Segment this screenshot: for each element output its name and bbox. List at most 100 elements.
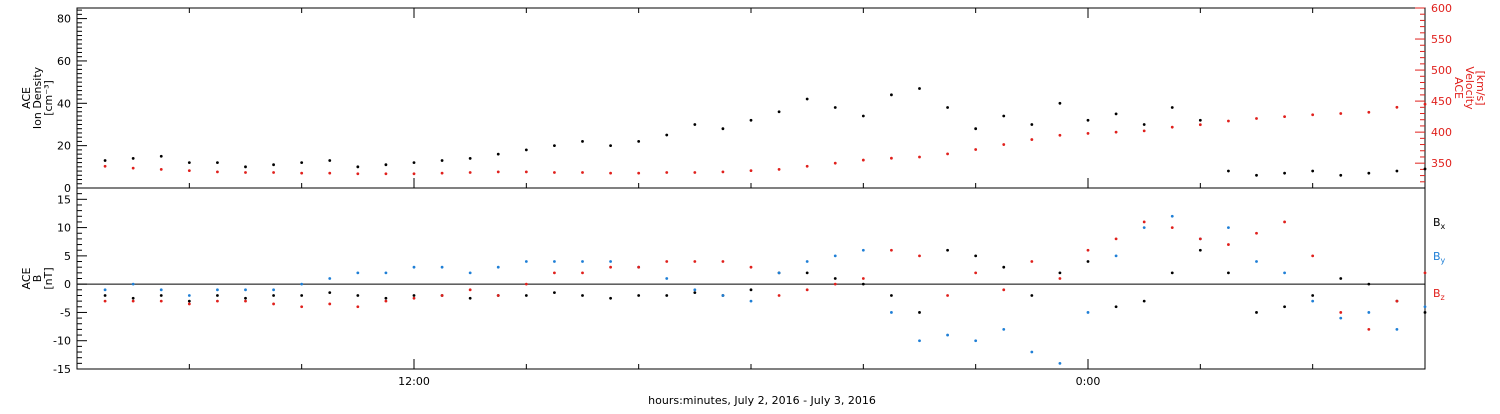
top-series-0-point: [384, 163, 388, 167]
bottom-series-x-point: [1058, 271, 1062, 275]
bottom-series-x-point: [749, 288, 753, 292]
bottom-series-y-point: [159, 288, 163, 292]
bottom-series-z-point: [440, 294, 444, 297]
bottom-series-x-point: [187, 299, 191, 303]
top-left-tick-label: 0: [64, 182, 71, 195]
top-series-1-point: [524, 170, 528, 174]
bottom-series-y-point: [777, 271, 781, 275]
top-series-0-point: [356, 165, 360, 169]
bottom-series-z-point: [1086, 248, 1090, 252]
top-series-1-point: [890, 156, 893, 160]
top-series-0-point: [581, 140, 584, 143]
top-series-1-point: [1311, 113, 1315, 117]
top-series-1-point: [1142, 129, 1146, 133]
top-right-tick-label: 450: [1431, 95, 1452, 108]
bottom-series-y-point: [1395, 328, 1399, 331]
bottom-series-y-point: [861, 248, 865, 252]
bottom-series-z-point: [918, 254, 921, 258]
top-series-1-point: [861, 158, 865, 162]
bottom-series-y-point: [749, 299, 753, 303]
bottom-series-x-point: [1255, 311, 1258, 314]
top-series-0-point: [721, 127, 725, 131]
top-series-1-point: [412, 172, 416, 176]
top-series-0-point: [440, 159, 444, 162]
bottom-series-y-point: [1283, 271, 1286, 275]
x-axis-title: hours:minutes, July 2, 2016 - July 3, 20…: [648, 394, 876, 407]
bottom-series-x-point: [300, 294, 304, 297]
top-series-0-point: [749, 118, 753, 122]
top-series-0-point: [1142, 123, 1146, 126]
top-series-0-point: [890, 93, 893, 97]
bottom-series-z-point: [1142, 220, 1146, 224]
bottom-series-y-point: [1311, 299, 1315, 303]
bottom-series-z-point: [665, 260, 669, 263]
bottom-series-z-point: [1170, 226, 1174, 229]
top-series-0-point: [1283, 171, 1286, 175]
top-series-0-point: [159, 154, 163, 158]
top-right-tick-label: 600: [1431, 2, 1452, 15]
bottom-series-x-point: [861, 282, 865, 286]
top-series-1-point: [356, 172, 360, 176]
top-series-1-point: [300, 171, 304, 175]
bottom-series-y-point: [412, 265, 416, 269]
bottom-series-x-point: [1423, 311, 1427, 314]
bottom-series-x-point: [1367, 282, 1371, 286]
bottom-series-z-point: [553, 271, 556, 275]
bottom-series-y-point: [524, 260, 528, 263]
bottom-series-y-point: [384, 271, 388, 275]
top-series-0-point: [805, 97, 809, 101]
bottom-series-x-point: [524, 294, 528, 297]
bottom-series-x-point: [1311, 294, 1315, 297]
bottom-series-z-point: [805, 288, 809, 292]
top-series-0-point: [244, 165, 247, 169]
legend-entry-x: Bx: [1433, 216, 1446, 231]
top-series-1-point: [749, 169, 753, 173]
bottom-series-y-point: [1170, 214, 1174, 218]
top-series-1-point: [833, 161, 837, 165]
bottom-series-y-point: [300, 282, 304, 286]
top-series-0-point: [553, 144, 556, 148]
top-left-tick-label: 60: [57, 55, 71, 68]
x-tick-label: 0:00: [1076, 375, 1101, 388]
top-series-0-point: [609, 144, 612, 148]
bottom-series-y-point: [1423, 305, 1427, 309]
bottom-series-z-point: [384, 299, 388, 303]
bottom-series-x-point: [805, 271, 809, 275]
bottom-series-x-point: [918, 311, 921, 314]
top-series-1-point: [440, 171, 444, 175]
bottom-series-z-point: [946, 294, 949, 297]
top-series-0-point: [1198, 118, 1202, 122]
bottom-series-x-point: [384, 296, 388, 300]
bottom-series-x-point: [693, 291, 697, 295]
bottom-series-x-point: [1283, 305, 1286, 309]
bottom-series-z-point: [1198, 237, 1202, 241]
bottom-series-y-point: [693, 288, 697, 292]
bottom-series-z-point: [1423, 271, 1427, 275]
bottom-series-x-point: [637, 294, 641, 297]
top-panel-frame: [76, 7, 1426, 189]
bottom-series-x-point: [665, 294, 669, 297]
top-series-1-point: [581, 171, 584, 174]
bottom-series-y-point: [581, 260, 584, 263]
bottom-series-y-point: [1255, 260, 1258, 263]
bottom-series-z-point: [103, 299, 107, 303]
bottom-series-x-point: [1170, 271, 1174, 275]
bottom-series-y-point: [946, 333, 949, 337]
bottom-series-x-point: [946, 248, 949, 252]
top-left-tick-label: 80: [57, 13, 71, 26]
top-series-0-point: [216, 161, 219, 164]
top-series-1-point: [918, 155, 921, 159]
top-series-0-point: [272, 163, 275, 167]
bottom-series-y-point: [890, 311, 893, 314]
top-series-0-point: [524, 148, 528, 152]
top-series-1-point: [1227, 119, 1230, 123]
top-series-0-point: [1339, 173, 1343, 177]
bottom-series-z-point: [609, 265, 612, 269]
bottom-series-z-point: [1227, 243, 1230, 246]
top-series-0-point: [1002, 114, 1006, 118]
legend-subscript-y: y: [1441, 256, 1446, 265]
bottom-series-z-point: [1283, 220, 1286, 224]
bottom-series-z-point: [581, 271, 584, 275]
bottom-left-tick-label: 5: [64, 250, 71, 263]
bottom-series-y-point: [553, 260, 556, 263]
